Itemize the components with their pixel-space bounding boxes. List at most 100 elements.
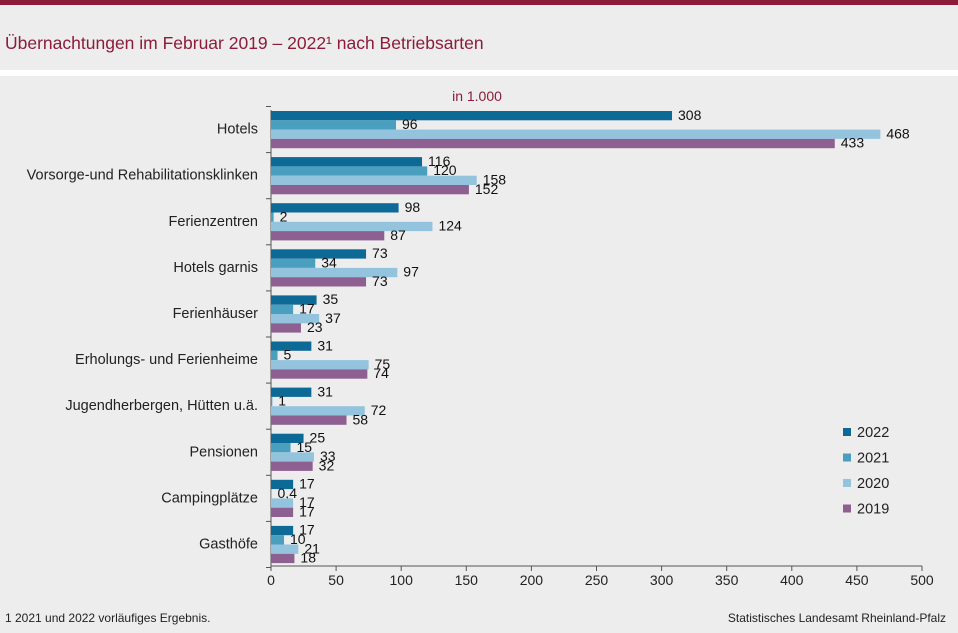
bar-2022 xyxy=(271,157,423,167)
bar-2019 xyxy=(271,415,347,425)
data-label: 25 xyxy=(310,430,326,446)
x-tick-label: 0 xyxy=(267,572,275,588)
data-label: 17 xyxy=(299,494,315,510)
bar-2019 xyxy=(271,231,385,241)
data-label: 1 xyxy=(278,393,286,409)
data-label: 31 xyxy=(317,337,333,353)
data-label: 33 xyxy=(320,448,336,464)
data-label: 2 xyxy=(280,208,288,224)
bar-chart: in 1.000 0 50 100 150 200 250 300 350 400 450 500 Ho… xyxy=(27,88,934,588)
x-tick-label: 150 xyxy=(455,572,479,588)
data-label: 96 xyxy=(402,116,418,132)
bar-2019 xyxy=(271,553,295,564)
category-label: Pensionen xyxy=(189,444,258,460)
bar-2022 xyxy=(271,111,673,121)
category-label: Ferienhäuser xyxy=(173,306,259,322)
bar-2020 xyxy=(271,360,369,370)
x-tick-label: 200 xyxy=(520,572,544,588)
x-tick-label: 450 xyxy=(845,572,869,588)
bar-2020 xyxy=(271,406,365,416)
bar-2022 xyxy=(271,341,312,351)
category-label: Gasthöfe xyxy=(199,537,258,553)
data-label: 308 xyxy=(678,107,702,123)
data-label: 116 xyxy=(428,153,451,169)
data-label: 32 xyxy=(319,457,335,473)
bar-2021 xyxy=(271,489,272,499)
bar-2021 xyxy=(271,304,294,314)
bar-2021 xyxy=(271,535,285,545)
bar-2022 xyxy=(271,525,294,536)
chart-header: Übernachtungen im Februar 2019 – 2022¹ n… xyxy=(0,5,958,70)
bar-2020 xyxy=(271,267,398,278)
chart-area: in 1.000 0 50 100 150 200 250 300 350 400 450 500 Ho… xyxy=(0,76,958,628)
data-label: 73 xyxy=(372,245,388,261)
bar-2021 xyxy=(271,396,273,407)
data-label: 468 xyxy=(886,125,910,141)
bar-2021 xyxy=(271,166,428,176)
data-label: 17 xyxy=(299,301,315,317)
bar-2019 xyxy=(271,185,469,195)
bar-2022 xyxy=(271,479,294,490)
bar-2019 xyxy=(271,461,313,471)
bar-2022 xyxy=(271,295,317,305)
bar-2019 xyxy=(271,369,368,379)
data-label: 72 xyxy=(371,402,387,418)
legend-label: 2019 xyxy=(857,502,889,518)
bar-2020 xyxy=(271,129,881,139)
data-label: 158 xyxy=(483,172,507,188)
data-label: 10 xyxy=(290,531,306,547)
legend-label: 2020 xyxy=(857,476,889,492)
bar-2020 xyxy=(271,498,294,508)
data-label: 31 xyxy=(317,383,333,399)
data-label: 74 xyxy=(373,365,389,381)
data-label: 75 xyxy=(375,356,391,372)
legend-swatch-2021 xyxy=(843,453,851,462)
legend-swatch-2022 xyxy=(843,428,851,436)
data-label: 120 xyxy=(433,162,457,178)
bar-2020 xyxy=(271,221,433,232)
data-label: 23 xyxy=(307,319,323,335)
bar-2021 xyxy=(271,350,278,361)
data-label: 15 xyxy=(297,439,313,455)
data-label: 34 xyxy=(321,254,337,270)
x-tick-label: 50 xyxy=(328,572,344,588)
bar-2022 xyxy=(271,249,367,259)
bar-2019 xyxy=(271,323,301,333)
x-tick-label: 350 xyxy=(715,572,739,588)
data-label: 21 xyxy=(304,540,320,556)
legend-label: 2022 xyxy=(857,425,889,441)
data-label: 17 xyxy=(299,522,315,538)
source-label: Statistisches Landesamt Rheinland-Pfalz xyxy=(727,611,946,625)
x-tick-label: 100 xyxy=(390,572,414,588)
bar-2022 xyxy=(271,387,312,397)
footnote: 1 2021 und 2022 vorläufiges Ergebnis. xyxy=(5,611,211,625)
bar-2019 xyxy=(271,277,367,287)
bar-2021 xyxy=(271,258,316,268)
x-tick-label: 250 xyxy=(585,572,609,588)
bar-2022 xyxy=(271,433,304,443)
chart-title: Übernachtungen im Februar 2019 – 2022¹ n… xyxy=(5,33,484,53)
data-label: 17 xyxy=(299,476,315,492)
data-label: 35 xyxy=(323,291,339,307)
bar-2019 xyxy=(271,138,835,149)
category-label: Campingplätze xyxy=(161,490,258,506)
data-label: 87 xyxy=(390,227,406,243)
data-label: 124 xyxy=(438,218,462,234)
data-label: 5 xyxy=(284,347,292,363)
unit-label: in 1.000 xyxy=(452,88,502,104)
data-label: 152 xyxy=(475,181,499,197)
category-label: Vorsorge-und Rehabilitationsklinken xyxy=(27,168,258,184)
category-label: Hotels garnis xyxy=(173,260,258,276)
data-label: 97 xyxy=(403,264,419,280)
bar-2020 xyxy=(271,452,314,462)
data-label: 17 xyxy=(299,504,315,520)
legend-label: 2021 xyxy=(857,451,889,467)
x-tick-label: 500 xyxy=(910,572,934,588)
bar-2020 xyxy=(271,175,477,185)
top-accent-bar xyxy=(0,0,958,5)
data-label: 433 xyxy=(841,135,865,151)
x-tick-label: 400 xyxy=(780,572,804,588)
bar-2022 xyxy=(271,203,399,213)
bar-2021 xyxy=(271,120,396,130)
data-label: 73 xyxy=(372,273,388,289)
